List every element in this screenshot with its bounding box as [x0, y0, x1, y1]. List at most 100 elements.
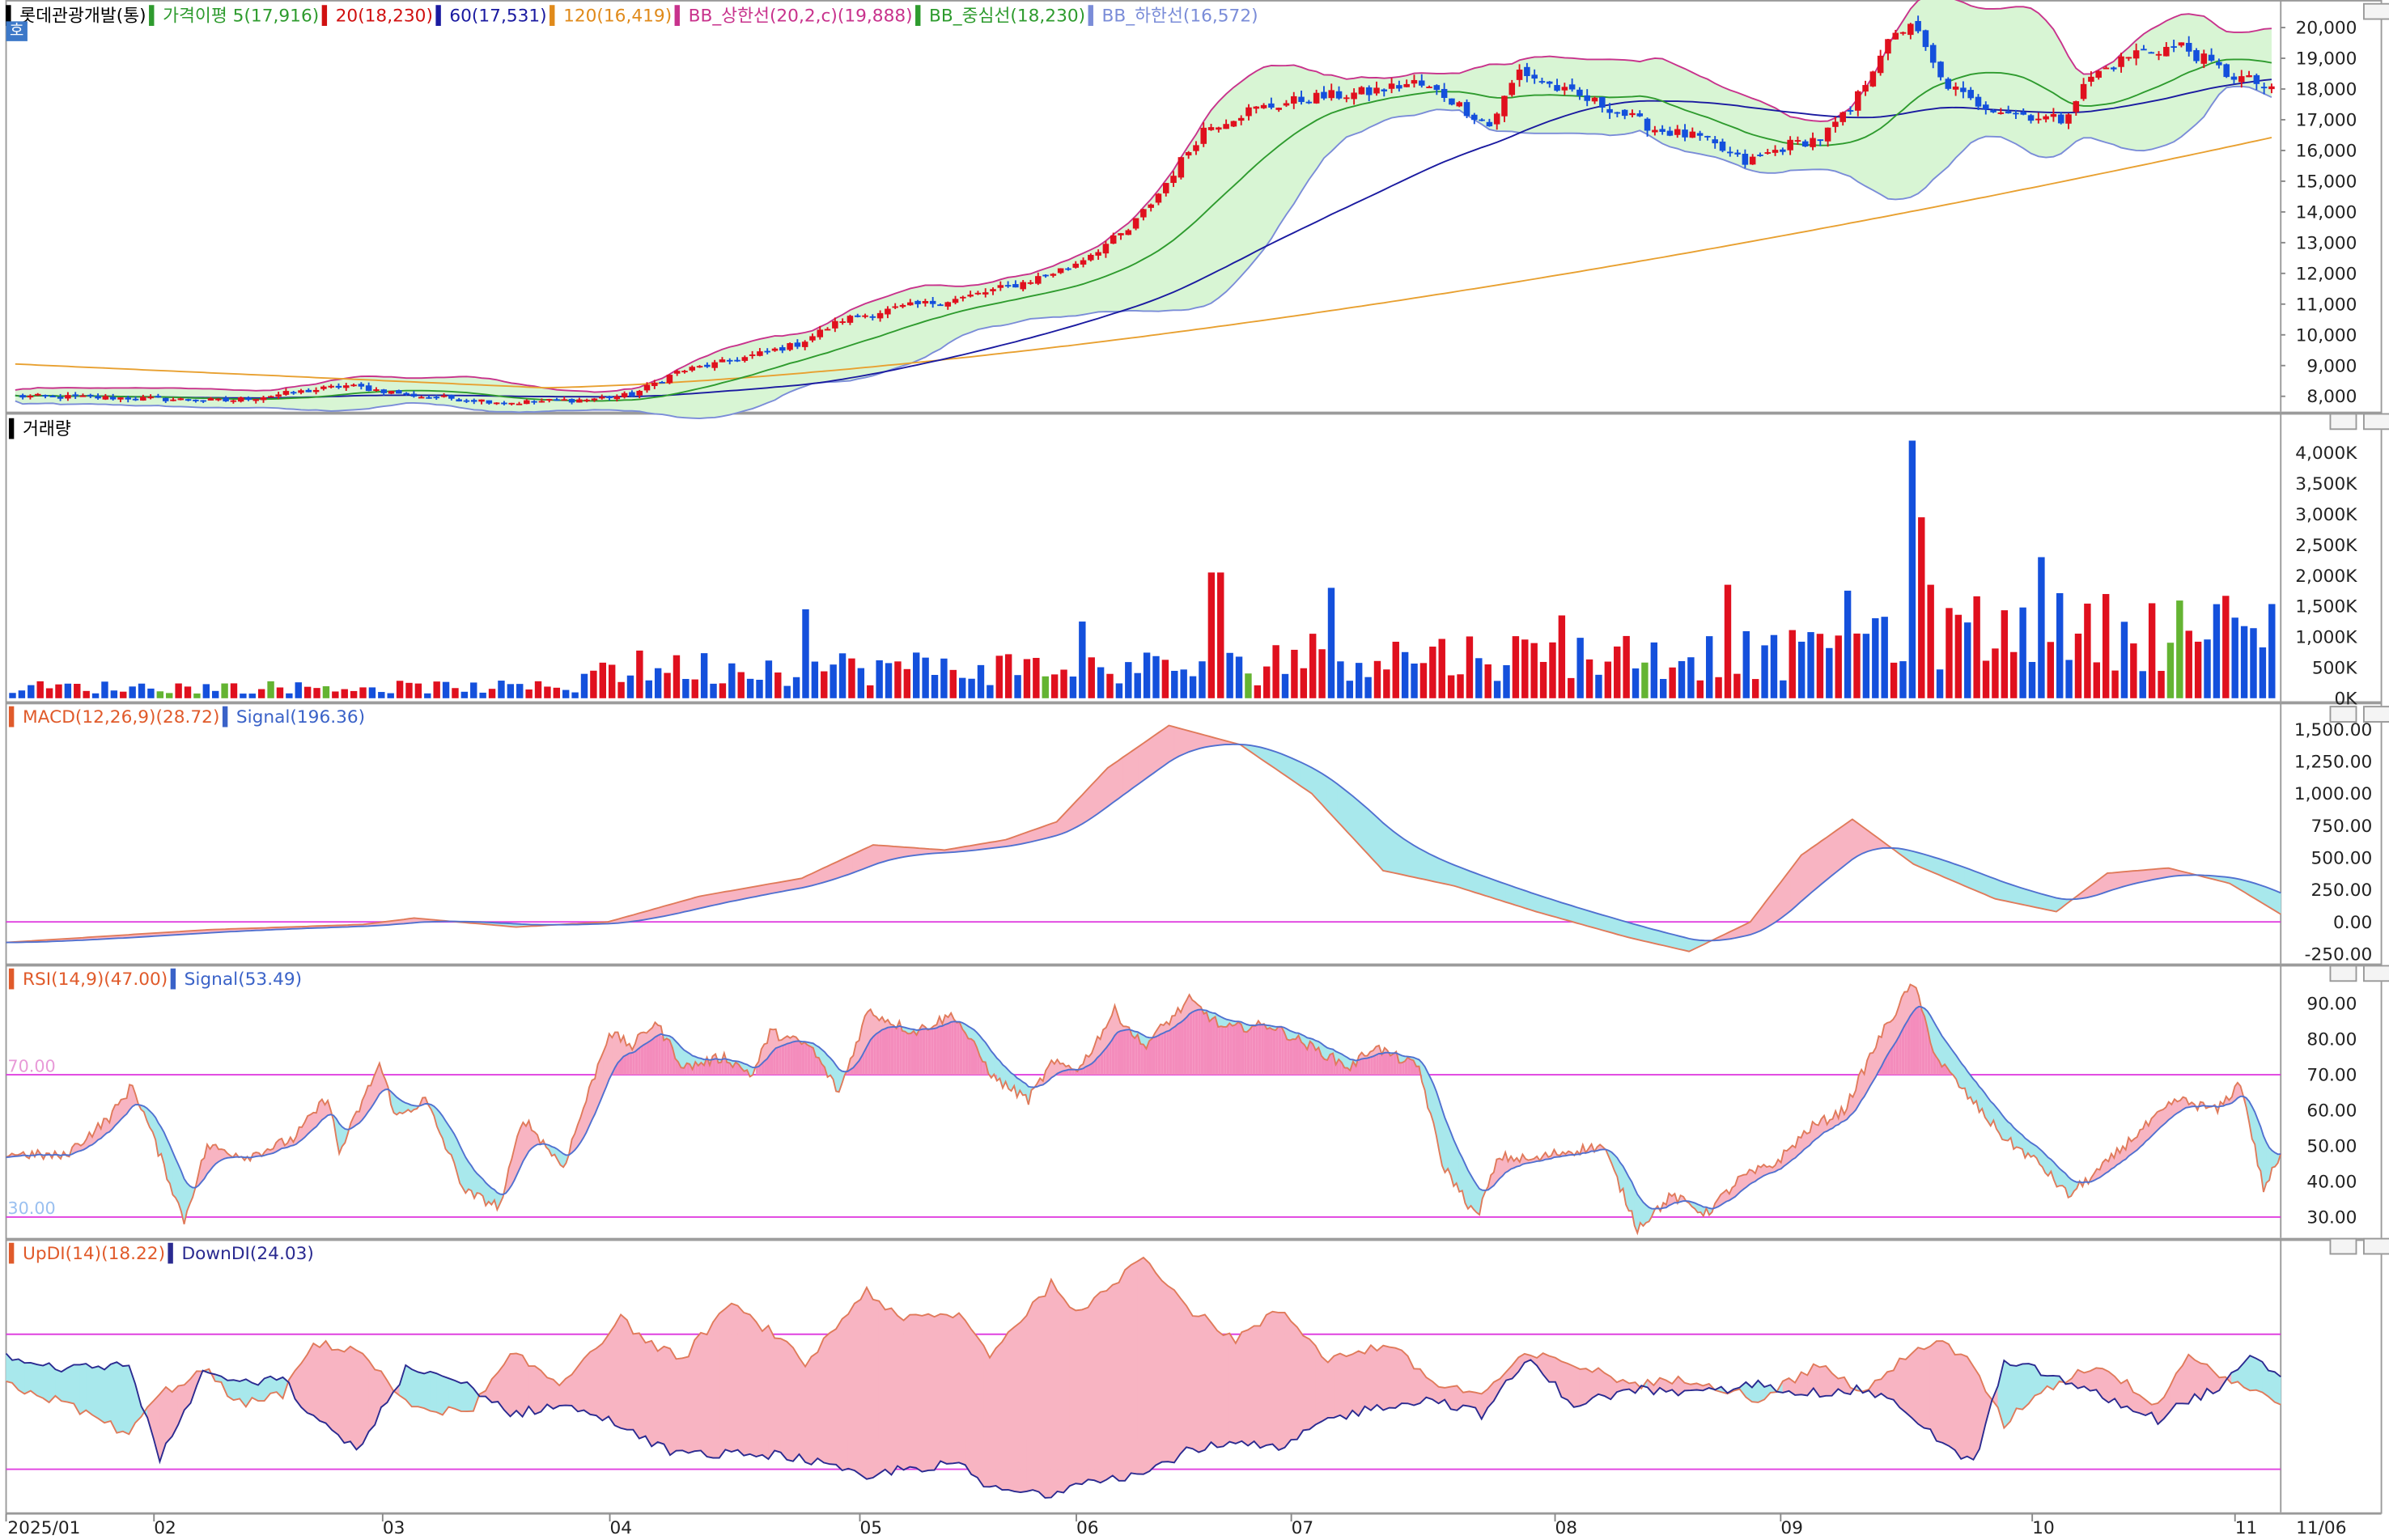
volume-bar	[1568, 678, 1574, 698]
volume-bar	[2094, 662, 2100, 698]
volume-bar	[323, 686, 329, 698]
macd-fill	[2010, 885, 2015, 903]
dmi-fill	[959, 1313, 965, 1466]
candle-body	[1637, 113, 1644, 117]
legend-entry: ▍60(17,531)	[436, 5, 547, 26]
candle-body	[1479, 120, 1485, 121]
macd-fill	[715, 893, 720, 905]
candle-body	[674, 371, 681, 373]
volume-bar	[1272, 645, 1279, 698]
dmi-panel-settings-button[interactable]	[2330, 1238, 2357, 1255]
rsi-overbought-fill	[1221, 1026, 1224, 1075]
candle-body	[583, 400, 590, 401]
volume-bar	[1097, 668, 1104, 698]
candle-body	[2246, 75, 2252, 77]
macd-fill	[1337, 784, 1342, 827]
macd-fill	[1184, 730, 1189, 754]
candle-body	[2028, 115, 2035, 121]
candle-body	[1622, 110, 1628, 116]
volume-bar	[2001, 610, 2008, 698]
rsi-overbought-fill	[1203, 1012, 1207, 1075]
rsi-overbought-fill	[1267, 1028, 1270, 1075]
dmi-fill	[2256, 1359, 2263, 1393]
macd-fill	[1153, 732, 1158, 773]
dmi-fill	[1149, 1263, 1156, 1471]
rsi-overbought-fill	[1106, 1045, 1110, 1075]
candle-body	[1359, 87, 1365, 95]
rsi-panel-close-button[interactable]	[2363, 965, 2389, 982]
candle-body	[1750, 157, 1756, 165]
candle-body	[155, 396, 162, 397]
volume-bar	[74, 684, 80, 698]
dmi-fill	[2090, 1368, 2097, 1390]
macd-fill	[1669, 933, 1674, 948]
volume-bar	[350, 691, 357, 698]
candle-body	[2170, 46, 2177, 48]
macd-panel-settings-button[interactable]	[2330, 706, 2357, 723]
volume-tick-label: 4,000K	[2295, 443, 2357, 464]
dmi-panel-close-button[interactable]	[2363, 1238, 2389, 1255]
macd-fill	[1965, 868, 1970, 888]
volume-bar	[1106, 674, 1113, 698]
candle-body	[343, 385, 350, 388]
macd-fill	[1097, 774, 1102, 814]
macd-fill	[898, 846, 903, 858]
candle-body	[967, 295, 974, 296]
macd-fill	[1465, 869, 1470, 891]
macd-tick-label: 750.00	[2310, 817, 2372, 837]
dmi-fill	[1094, 1292, 1101, 1483]
macd-fill	[1521, 889, 1525, 909]
macd-fill	[1133, 747, 1138, 788]
price-panel-control-button[interactable]	[2363, 3, 2389, 20]
candle-body	[193, 400, 199, 401]
candle-body	[1005, 285, 1012, 286]
candle-body	[1615, 112, 1621, 114]
candle-body	[1080, 260, 1087, 264]
dmi-fill	[584, 1352, 591, 1415]
dmi-fill	[166, 1387, 172, 1444]
rsi-overbought-fill	[1907, 1016, 1911, 1075]
dmi-fill	[123, 1365, 129, 1434]
dmi-fill	[234, 1380, 240, 1400]
rsi-overbought-fill	[1279, 1027, 1282, 1075]
volume-bar	[1771, 635, 1777, 698]
volume-bar	[19, 690, 25, 698]
volume-bar	[1328, 588, 1335, 698]
dmi-fill	[879, 1301, 885, 1474]
volume-bar	[1623, 636, 1629, 698]
volume-bar	[498, 681, 504, 698]
candle-body	[1562, 87, 1568, 90]
candle-body	[1306, 102, 1313, 104]
macd-fill	[776, 882, 781, 893]
volume-bar	[793, 677, 800, 698]
volume-panel-close-button[interactable]	[2363, 414, 2389, 431]
dmi-fill	[615, 1314, 622, 1428]
volume-panel-settings-button[interactable]	[2330, 414, 2357, 431]
volume-bar	[719, 683, 726, 698]
candle-body	[1539, 81, 1546, 83]
rsi-overbought-fill	[658, 1034, 661, 1075]
candle-body	[2051, 114, 2057, 117]
volume-bar	[774, 672, 781, 698]
candle-body	[125, 397, 131, 399]
dmi-fill	[1162, 1280, 1169, 1462]
rsi-overbought-fill	[664, 1038, 667, 1075]
dmi-fill	[824, 1333, 830, 1464]
macd-panel-close-button[interactable]	[2363, 706, 2389, 723]
macd-fill	[700, 895, 705, 908]
dmi-fill	[2195, 1360, 2201, 1399]
macd-fill	[1460, 867, 1465, 889]
macd-fill	[1108, 765, 1113, 807]
volume-bar	[996, 655, 1003, 698]
dmi-legend: ▍UpDI(14)(18.22)▍DownDI(24.03)	[9, 1242, 316, 1263]
volume-bar	[2186, 630, 2192, 698]
macd-fill	[1496, 880, 1500, 901]
candle-body	[2073, 101, 2080, 112]
rsi-panel-settings-button[interactable]	[2330, 965, 2357, 982]
dmi-fill	[516, 1353, 523, 1416]
dmi-fill	[80, 1364, 87, 1414]
dmi-fill	[860, 1288, 867, 1479]
volume-bar	[1152, 656, 1159, 698]
rsi-overbought-fill	[942, 1025, 945, 1075]
